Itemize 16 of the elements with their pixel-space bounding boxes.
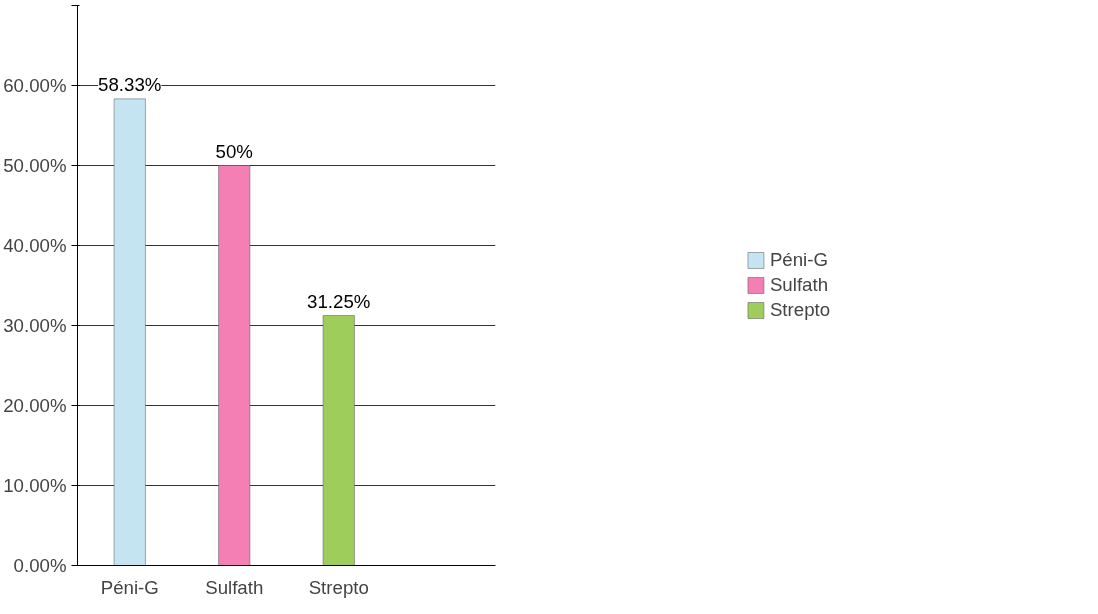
legend-label: Strepto bbox=[769, 299, 831, 321]
data-label: 31.25% bbox=[307, 290, 371, 312]
data-label: 50% bbox=[215, 140, 253, 162]
x-tick-label: Sulfath bbox=[205, 576, 264, 598]
x-tick-label: Péni-G bbox=[100, 576, 159, 598]
y-tick-label: 60.00% bbox=[3, 75, 67, 96]
y-tick-label: 10.00% bbox=[3, 475, 67, 496]
x-tick-label: Strepto bbox=[308, 576, 369, 598]
legend-label: Péni-G bbox=[769, 249, 828, 271]
y-tick-label: 50.00% bbox=[3, 155, 67, 176]
data-label: 58.33% bbox=[98, 73, 162, 95]
y-tick-label: 40.00% bbox=[3, 235, 67, 256]
legend-label: Sulfath bbox=[769, 274, 829, 296]
y-tick-label: 0.00% bbox=[13, 555, 67, 576]
y-tick-label: 30.00% bbox=[3, 315, 67, 336]
y-tick-label: 20.00% bbox=[3, 395, 67, 416]
